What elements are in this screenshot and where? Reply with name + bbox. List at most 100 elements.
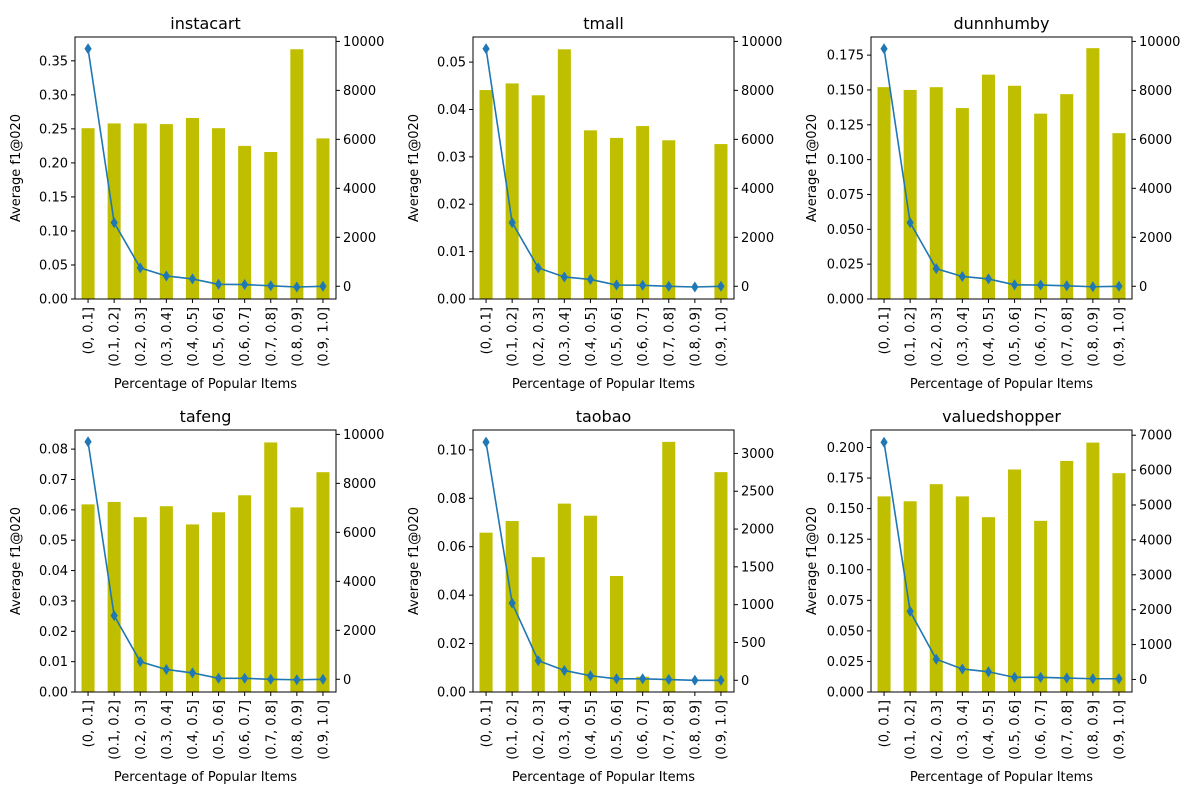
ytick-label: 0.00 [39, 686, 68, 701]
count-marker-instacart-2 [136, 262, 144, 274]
bar-tmall-5 [610, 137, 624, 299]
xtick-label: (0.4, 0.5] [584, 307, 599, 367]
bar-tafeng-3 [159, 506, 173, 692]
count-marker-tafeng-7 [267, 673, 275, 685]
x-axis-label: Percentage of Popular Items [910, 377, 1093, 392]
bar-instacart-5 [212, 128, 226, 299]
bar-dunnhumby-3 [955, 108, 969, 299]
bar-instacart-7 [264, 152, 278, 299]
y2tick-label: 6000 [343, 526, 376, 541]
y2tick-label: 4000 [343, 182, 376, 197]
count-marker-valuedshopper-8 [1089, 673, 1097, 685]
bar-instacart-4 [185, 117, 199, 299]
bar-valuedshopper-9 [1112, 473, 1126, 692]
bar-dunnhumby-5 [1008, 85, 1022, 299]
count-marker-taobao-8 [691, 674, 699, 686]
bar-valuedshopper-6 [1034, 520, 1048, 692]
y-axis-label: Average f1@020 [9, 507, 24, 615]
xtick-label: (0.7, 0.8] [662, 307, 677, 367]
y2tick-label: 10000 [343, 35, 384, 50]
bar-valuedshopper-4 [981, 517, 995, 692]
xtick-label: (0.3, 0.4] [956, 307, 971, 367]
xtick-label: (0.1, 0.2] [108, 700, 123, 760]
xtick-label: (0.6, 0.7] [636, 307, 651, 367]
xtick-label: (0, 0.1] [878, 307, 893, 354]
count-marker-taobao-1 [508, 597, 516, 609]
y2tick-label: 500 [741, 636, 766, 651]
count-line-tmall [485, 48, 721, 288]
bar-tmall-0 [479, 90, 493, 299]
ytick-label: 0.175 [827, 49, 864, 64]
count-marker-dunnhumby-6 [1037, 279, 1045, 291]
xtick-label: (0.7, 0.8] [1060, 307, 1075, 367]
x-axis-label: Percentage of Popular Items [512, 377, 695, 392]
count-marker-tafeng-1 [110, 610, 118, 622]
count-marker-valuedshopper-5 [1010, 671, 1019, 683]
xtick-label: (0.1, 0.2] [904, 700, 919, 760]
y2tick-label: 0 [343, 673, 351, 688]
y2tick-label: 10000 [343, 428, 384, 443]
count-marker-valuedshopper-4 [984, 666, 993, 678]
panel-title-tmall: tmall [583, 14, 624, 33]
count-marker-dunnhumby-7 [1063, 280, 1071, 292]
bar-taobao-0 [479, 532, 493, 692]
y-axis-label: Average f1@020 [407, 507, 422, 615]
count-marker-dunnhumby-0 [880, 43, 888, 55]
x-axis-label: Percentage of Popular Items [512, 770, 695, 785]
y2tick-label: 1500 [741, 560, 774, 575]
xtick-label: (0.3, 0.4] [558, 307, 573, 367]
y2tick-label: 0 [343, 280, 351, 295]
ytick-label: 0.08 [39, 443, 68, 458]
panel-title-instacart: instacart [170, 14, 240, 33]
ytick-label: 0.150 [827, 502, 864, 517]
count-marker-tafeng-6 [241, 672, 249, 684]
panel-title-valuedshopper: valuedshopper [942, 407, 1061, 426]
bar-dunnhumby-4 [981, 74, 995, 299]
ytick-label: 0.00 [39, 293, 68, 308]
xtick-label: (0.3, 0.4] [558, 700, 573, 760]
xtick-label: (0.1, 0.2] [506, 700, 521, 760]
plot-frame-dunnhumby [870, 36, 1133, 300]
bar-tmall-7 [662, 140, 676, 299]
count-marker-valuedshopper-2 [932, 653, 940, 665]
count-marker-taobao-7 [665, 674, 673, 686]
ytick-label: 0.08 [437, 492, 466, 507]
y2tick-label: 5000 [1139, 499, 1172, 514]
plot-frame-taobao [472, 429, 735, 693]
count-marker-taobao-0 [482, 436, 490, 448]
panel-title-taobao: taobao [576, 407, 632, 426]
count-marker-instacart-5 [214, 278, 223, 290]
bar-taobao-9 [714, 472, 728, 692]
panel-title-tafeng: tafeng [180, 407, 232, 426]
count-marker-tafeng-4 [188, 667, 197, 679]
bar-tafeng-5 [212, 512, 226, 692]
count-marker-taobao-3 [560, 664, 568, 676]
chart-panel-valuedshopper: valuedshopper 0.000 0.025 0.050 0.075 0.100 0.… [805, 407, 1172, 785]
count-marker-valuedshopper-9 [1115, 673, 1123, 685]
count-marker-valuedshopper-7 [1063, 672, 1071, 684]
ytick-label: 0.35 [39, 54, 68, 69]
count-marker-tafeng-2 [136, 656, 144, 668]
plot-frame-tafeng [74, 429, 337, 693]
ytick-label: 0.25 [39, 122, 68, 137]
bar-taobao-3 [557, 503, 571, 692]
y2tick-label: 1000 [1139, 638, 1172, 653]
bar-tafeng-9 [316, 472, 330, 692]
plot-frame-tmall [472, 36, 735, 300]
ytick-label: 0.10 [39, 224, 68, 239]
ytick-label: 0.02 [437, 637, 466, 652]
x-axis-label: Percentage of Popular Items [114, 377, 297, 392]
xtick-label: (0.5, 0.6] [610, 307, 625, 367]
xtick-label: (0.7, 0.8] [264, 700, 279, 760]
count-marker-tmall-5 [612, 279, 621, 291]
y2tick-label: 8000 [343, 84, 376, 99]
bar-taobao-7 [662, 441, 676, 692]
bar-instacart-9 [316, 138, 330, 299]
bar-instacart-1 [107, 123, 121, 300]
ytick-label: 0.20 [39, 156, 68, 171]
ytick-label: 0.025 [827, 655, 864, 670]
count-marker-tafeng-9 [319, 673, 327, 685]
xtick-label: (0.3, 0.4] [956, 700, 971, 760]
bar-tafeng-7 [264, 442, 278, 692]
